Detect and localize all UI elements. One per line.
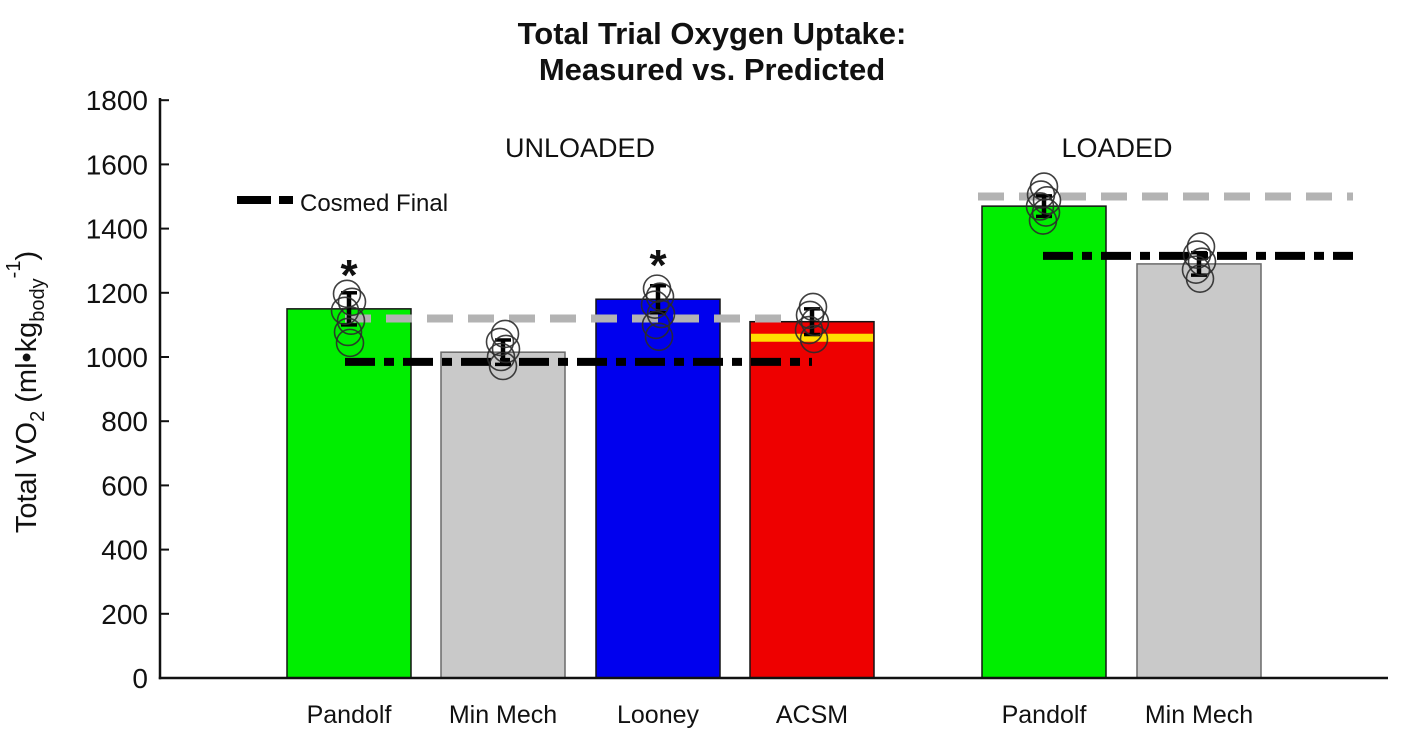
data-point-circle (641, 310, 671, 340)
data-point-circle (645, 282, 675, 311)
data-point-circle (640, 290, 670, 319)
y-tick-label: 400 (101, 535, 148, 566)
y-tick-label: 600 (101, 470, 148, 501)
data-point-circle (1185, 264, 1215, 293)
chart-title-line2: Measured vs. Predicted (539, 52, 885, 87)
x-tick-label-pandolf: Pandolf (1002, 701, 1087, 729)
x-tick-label-pandolf: Pandolf (307, 701, 392, 729)
x-tick-label-min-mech: Min Mech (1145, 701, 1253, 729)
significance-asterisk: * (649, 241, 667, 290)
y-axis-label-part: (ml•kg (11, 322, 43, 411)
y-tick-label: 1800 (86, 85, 148, 116)
y-tick-label: 1400 (86, 214, 148, 245)
legend: Cosmed Final (237, 190, 448, 217)
y-axis-label-part: ) (11, 251, 43, 261)
bar-min-mech-unloaded (440, 351, 566, 679)
bar-looney-unloaded (595, 298, 721, 679)
data-point-circle (800, 307, 830, 337)
data-point-circle (795, 300, 825, 330)
bar-pandolf-unloaded (286, 308, 412, 679)
data-point-circle (1026, 180, 1056, 209)
data-point-circle (485, 327, 515, 357)
y-axis-label-part: Total VO (11, 422, 43, 533)
bar-min-mech-loaded (1136, 263, 1262, 679)
data-point-circle (1182, 240, 1212, 269)
data-point-circle (333, 317, 363, 347)
y-tick-label: 200 (101, 599, 148, 630)
y-tick-label: 1200 (86, 278, 148, 309)
x-tick-label-acsm: ACSM (776, 701, 848, 729)
data-point-circle (1028, 206, 1058, 235)
y-axis-label-part: -1 (3, 261, 25, 279)
legend-dashdot-line-sample-long (237, 196, 271, 204)
data-point-circle (644, 322, 674, 352)
y-axis-label: Total VO2 (ml•kgbody-1) (3, 251, 49, 533)
data-point-circle (335, 328, 365, 358)
y-tick-label: 800 (101, 406, 148, 437)
plot-area: * * 0 200 400 600 800 1000 1200 1400 1600 1800 Pando… (86, 85, 1388, 729)
data-point-circle (1025, 192, 1055, 221)
group-label-loaded: LOADED (1061, 133, 1172, 163)
y-axis-label-part: 2 (27, 411, 49, 422)
y-tick-label: 1600 (86, 149, 148, 180)
data-point-circle (491, 334, 521, 364)
y-axis-label-part: body (27, 278, 49, 321)
data-point-circle (1032, 186, 1062, 215)
y-tick-label: 1000 (86, 342, 148, 373)
data-point-circle (330, 296, 360, 326)
acsm-yellow-stripe (751, 333, 873, 342)
significance-asterisk: * (340, 251, 358, 300)
data-point-circle (336, 306, 366, 336)
legend-label: Cosmed Final (300, 190, 448, 217)
chart-title-line1: Total Trial Oxygen Uptake: (518, 16, 907, 51)
bar-acsm-unloaded (749, 320, 875, 679)
x-tick-label-min-mech: Min Mech (449, 701, 557, 729)
group-label-unloaded: UNLOADED (505, 133, 655, 163)
legend-dashdot-line-sample-short (279, 196, 293, 204)
y-tick-label: 0 (132, 663, 148, 694)
data-point-circle (488, 351, 518, 381)
data-point-circle (794, 315, 824, 345)
data-point-circle (1187, 247, 1217, 276)
data-point-circle (490, 319, 520, 349)
data-point-circle (486, 342, 516, 372)
bar-pandolf-loaded (981, 205, 1107, 679)
data-point-circle (799, 324, 829, 354)
data-point-circle (1186, 232, 1216, 261)
data-point-circle (337, 287, 367, 317)
x-tick-label-looney: Looney (617, 701, 700, 729)
